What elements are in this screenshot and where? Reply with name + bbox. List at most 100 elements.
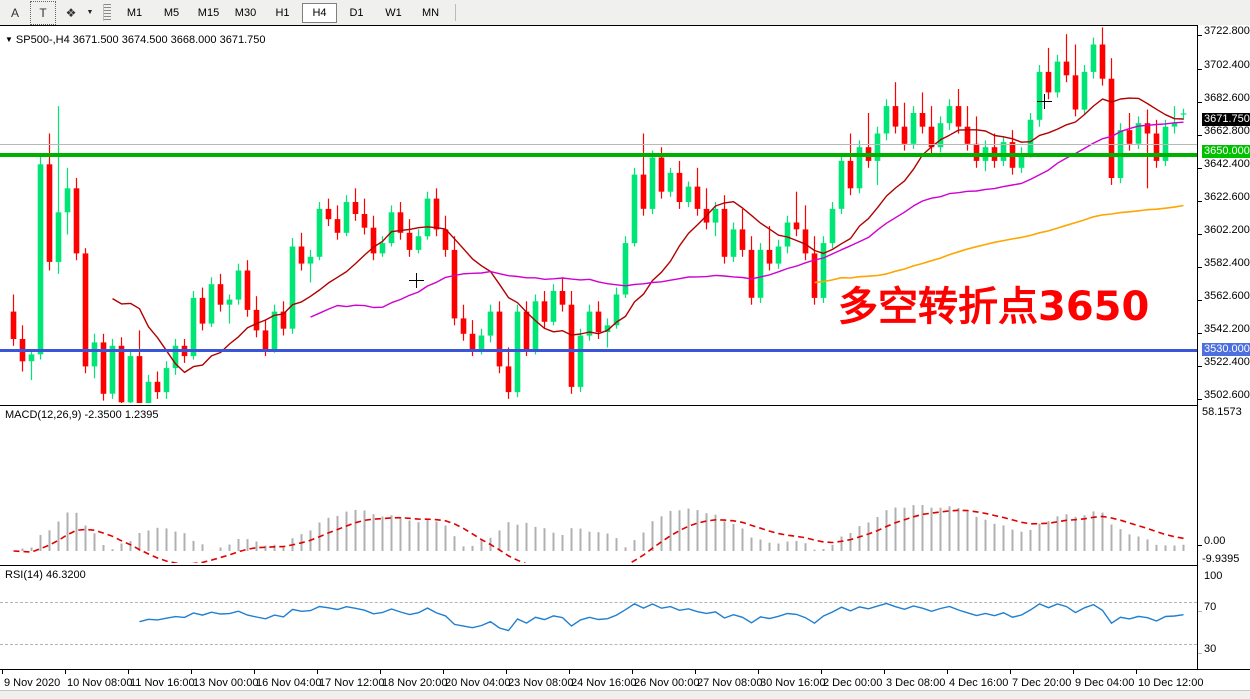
price-tick: 3622.600	[1204, 191, 1250, 203]
price-tick: 3662.800	[1204, 125, 1250, 137]
time-tick-mark	[2, 670, 3, 674]
price-legend-text: SP500-,H4 3671.500 3674.500 3668.000 367…	[15, 34, 266, 46]
macd-tick: -9.9395	[1202, 553, 1240, 565]
support-line-3650	[0, 153, 1197, 157]
macd-svg	[13, 505, 1185, 563]
objects-icon[interactable]: ❖	[65, 5, 77, 20]
macd-pane[interactable]: MACD(12,26,9) -2.3500 1.2395	[0, 405, 1197, 566]
time-tick-label: 10 Nov 08:00	[67, 677, 133, 689]
rsi-band-70	[0, 602, 1197, 603]
time-tick-mark	[884, 670, 885, 674]
time-tick-label: 9 Dec 04:00	[1075, 677, 1135, 689]
timeframe-m1[interactable]: M1	[126, 6, 143, 19]
time-tick-label: 16 Nov 04:00	[256, 677, 322, 689]
time-tick-label: 7 Dec 20:00	[1012, 677, 1072, 689]
time-tick-label: 18 Nov 20:00	[382, 677, 448, 689]
time-tick-mark	[947, 670, 948, 674]
current-price-label: 3671.750	[1202, 113, 1250, 126]
time-tick-mark	[1073, 670, 1074, 674]
time-tick-mark	[506, 670, 507, 674]
macd-legend: MACD(12,26,9) -2.3500 1.2395	[4, 409, 160, 421]
rsi-plot-area[interactable]	[0, 566, 1197, 670]
support-price-label: 3650.000	[1202, 145, 1250, 158]
price-tick: 3542.200	[1204, 323, 1250, 335]
price-chart-pane[interactable]: ▼ SP500-,H4 3671.500 3674.500 3668.000 36…	[0, 25, 1197, 406]
timeframe-h1[interactable]: H1	[275, 6, 290, 19]
time-tick-label: 24 Nov 16:00	[571, 677, 637, 689]
crosshair-marker[interactable]	[1037, 94, 1052, 109]
time-tick-label: 30 Nov 16:00	[760, 677, 826, 689]
status-bar	[0, 690, 1250, 699]
time-tick-mark	[695, 670, 696, 674]
time-tick-mark	[191, 670, 192, 674]
time-tick-label: 10 Dec 12:00	[1138, 677, 1204, 689]
time-tick-mark	[632, 670, 633, 674]
price-tick: 3502.600	[1204, 389, 1250, 401]
candlestick-svg	[10, 27, 1187, 403]
rsi-pane[interactable]: RSI(14) 46.3200	[0, 565, 1197, 671]
price-tick: 3582.400	[1204, 257, 1250, 269]
time-tick-mark	[569, 670, 570, 674]
time-tick-label: 23 Nov 08:00	[508, 677, 574, 689]
time-tick-label: 9 Nov 2020	[4, 677, 61, 689]
time-tick-label: 20 Nov 04:00	[445, 677, 511, 689]
time-tick-label: 27 Nov 08:00	[697, 677, 763, 689]
price-tick: 3722.800	[1204, 25, 1250, 37]
chevron-down-icon[interactable]: ▼	[86, 9, 94, 16]
rsi-tick: 100	[1204, 570, 1223, 582]
time-tick-mark	[65, 670, 66, 674]
price-plot-area[interactable]	[0, 26, 1197, 405]
timeframe-mn[interactable]: MN	[421, 6, 440, 19]
time-tick-mark	[1010, 670, 1011, 674]
toolbar-grip[interactable]	[103, 4, 111, 21]
current-price-line	[0, 144, 1197, 145]
price-scale[interactable]: 3722.800 3702.400 3682.600 3671.750 3662…	[1197, 25, 1250, 669]
rsi-band-30	[0, 644, 1197, 645]
rsi-legend: RSI(14) 46.3200	[4, 569, 87, 581]
time-tick-mark	[317, 670, 318, 674]
price-tick: 3522.400	[1204, 356, 1250, 368]
time-tick-mark	[1136, 670, 1137, 674]
price-tick: 3562.600	[1204, 290, 1250, 302]
timeframe-m5[interactable]: M5	[163, 6, 180, 19]
time-tick-label: 2 Dec 00:00	[823, 677, 883, 689]
rsi-tick: 30	[1204, 643, 1217, 655]
time-tick-mark	[443, 670, 444, 674]
time-tick-label: 13 Nov 00:00	[193, 677, 259, 689]
crosshair-marker[interactable]	[409, 273, 424, 288]
timeframe-d1[interactable]: D1	[349, 6, 364, 19]
time-tick-mark	[821, 670, 822, 674]
resistance-line-3530	[0, 349, 1197, 352]
price-tick: 3602.200	[1204, 224, 1250, 236]
timeframe-m15[interactable]: M15	[197, 6, 220, 19]
time-tick-label: 4 Dec 16:00	[949, 677, 1009, 689]
toolbar-end-grip	[455, 4, 463, 21]
rsi-tick: 70	[1204, 601, 1217, 613]
price-legend: ▼ SP500-,H4 3671.500 3674.500 3668.000 36…	[4, 34, 267, 47]
time-tick-mark	[254, 670, 255, 674]
timeframe-w1[interactable]: W1	[385, 6, 402, 19]
time-tick-label: 26 Nov 00:00	[634, 677, 700, 689]
text-label-icon[interactable]: A	[10, 5, 19, 20]
chart-toolbar: A T ❖ ▼ M1 M5 M15 M30 H1 H4 D1 W1 MN	[0, 0, 1250, 26]
time-tick-mark	[128, 670, 129, 674]
time-tick-mark	[758, 670, 759, 674]
timeframe-m30[interactable]: M30	[234, 6, 257, 19]
price-tick: 3702.400	[1204, 59, 1250, 71]
text-box-icon[interactable]: T	[30, 0, 56, 25]
rsi-svg	[139, 602, 1184, 632]
macd-tick: 58.1573	[1202, 406, 1242, 418]
price-tick: 3682.600	[1204, 92, 1250, 104]
price-tick: 3642.400	[1204, 158, 1250, 170]
timeframe-h4[interactable]: H4	[302, 2, 337, 23]
time-tick-label: 11 Nov 16:00	[130, 677, 195, 689]
time-tick-label: 3 Dec 08:00	[886, 677, 946, 689]
time-tick-label: 17 Nov 12:00	[319, 677, 385, 689]
resistance-price-label: 3530.000	[1202, 343, 1250, 356]
collapse-triangle-icon[interactable]: ▼	[5, 35, 13, 44]
macd-tick: 0.00	[1204, 535, 1226, 547]
macd-plot-area[interactable]	[0, 406, 1197, 565]
time-tick-mark	[380, 670, 381, 674]
chart-annotation-text: 多空转折点3650	[838, 284, 1150, 330]
